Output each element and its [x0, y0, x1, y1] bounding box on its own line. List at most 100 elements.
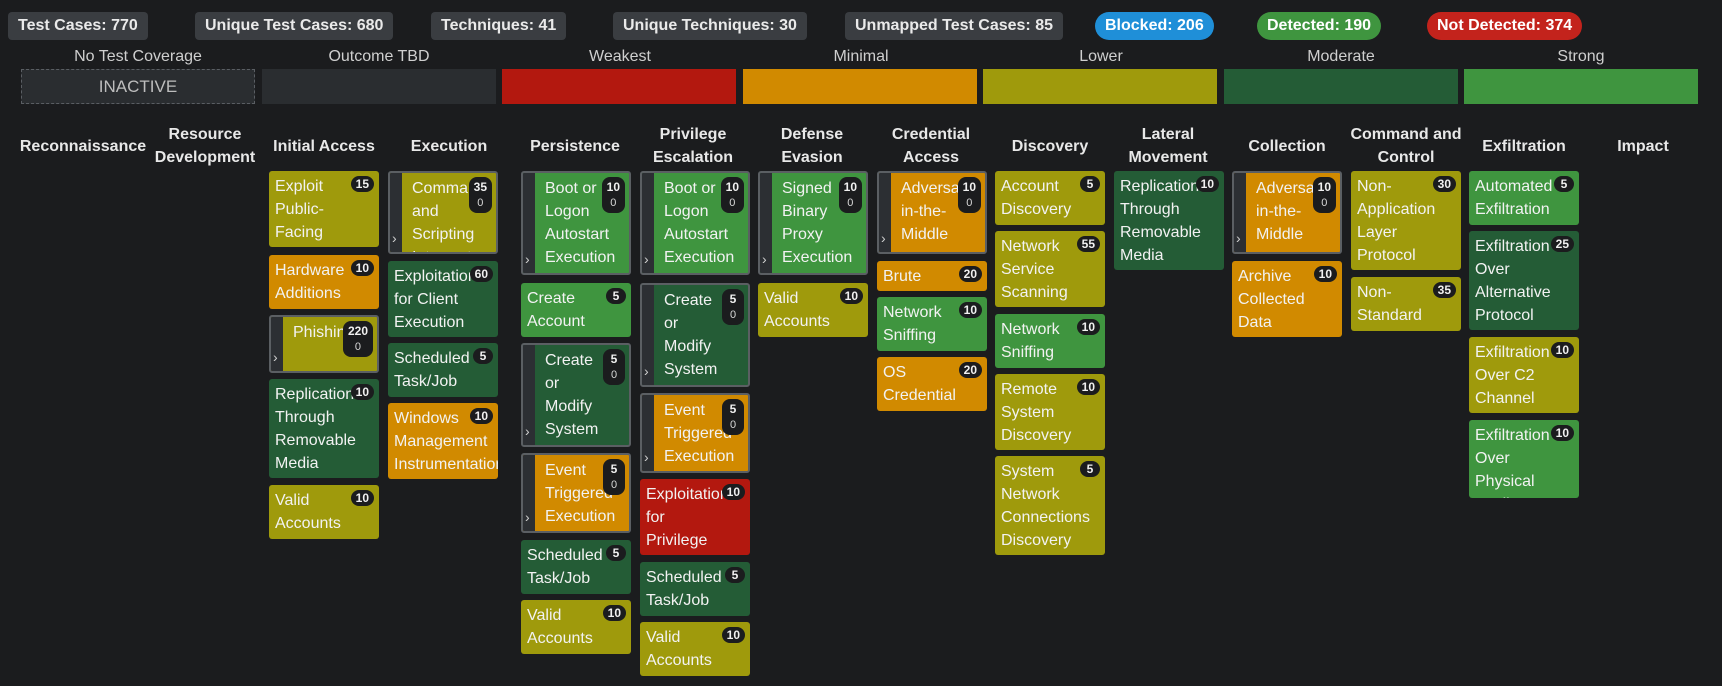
technique-name: Exploitation for Client Execution: [394, 268, 477, 331]
technique-name: Network Service Scanning: [1001, 238, 1068, 301]
legend-bar-outcome-tbd: [262, 69, 496, 104]
technique-name: Exfiltration Over Alternative Protocol: [1475, 238, 1551, 324]
technique-name: System Network Connections Discovery: [1001, 463, 1090, 549]
technique-card[interactable]: Archive Collected Data 10: [1232, 261, 1342, 337]
test-count-badge: 5: [606, 545, 626, 561]
stat-blocked[interactable]: Blocked: 206: [1095, 12, 1214, 40]
technique-card[interactable]: Account Discovery 5: [995, 171, 1105, 225]
technique-name: Exploitation for Privilege Escalation: [646, 486, 729, 555]
test-count-badge: 5: [1554, 176, 1574, 192]
technique-card[interactable]: Scheduled Task/Job 5: [388, 343, 498, 397]
technique-card-with-subtechniques[interactable]: › Create or Modify System Process 50: [640, 283, 750, 387]
technique-card[interactable]: Valid Accounts 10: [758, 283, 868, 337]
technique-card[interactable]: Network Sniffing 10: [995, 314, 1105, 368]
legend-label-weakest: Weakest: [502, 48, 738, 66]
test-count-badge: 10 0: [721, 177, 744, 213]
technique-card-with-subtechniques[interactable]: › Create or Modify System Process 50: [521, 343, 631, 447]
test-count-badge: 10: [1077, 379, 1100, 395]
technique-name: Brute Force: [883, 268, 924, 291]
chevron-right-icon[interactable]: ›: [642, 173, 654, 273]
legend-bar-moderate: [1224, 69, 1458, 104]
technique-card-with-subtechniques[interactable]: › Boot or Logon Autostart Execution 10 0: [521, 171, 631, 275]
technique-card[interactable]: Valid Accounts 10: [640, 622, 750, 676]
chevron-right-icon[interactable]: ›: [523, 455, 535, 531]
test-count-badge: 10 0: [958, 177, 981, 213]
stat-unmapped-test-cases: Unmapped Test Cases: 85: [845, 12, 1063, 40]
technique-card[interactable]: Exploit Public-Facing Application 15: [269, 171, 379, 247]
chevron-right-icon[interactable]: ›: [879, 173, 891, 252]
technique-name: Scheduled Task/Job: [527, 547, 603, 587]
technique-card[interactable]: Network Service Scanning 55: [995, 231, 1105, 307]
technique-card[interactable]: Network Sniffing 10: [877, 297, 987, 351]
technique-name: Create or Modify System Process: [664, 292, 722, 387]
technique-card[interactable]: Exfiltration Over Physical Medium 10: [1469, 420, 1579, 498]
technique-card-with-subtechniques[interactable]: › Boot or Logon Autostart Execution 10 0: [640, 171, 750, 275]
technique-card-with-subtechniques[interactable]: › Adversary-in-the-Middle 10 0: [1232, 171, 1342, 254]
chevron-right-icon[interactable]: ›: [642, 285, 654, 385]
technique-card[interactable]: System Network Connections Discovery 5: [995, 456, 1105, 555]
technique-name: Scheduled Task/Job: [646, 569, 722, 609]
technique-name: Replication Through Removable Media: [1120, 178, 1201, 264]
test-count-badge: 10: [603, 605, 626, 621]
test-count-badge: 10: [1077, 319, 1100, 335]
legend-bar-minimal: [743, 69, 977, 104]
tactic-resource-development: Resource Development: [149, 123, 261, 169]
technique-name: Network Sniffing: [883, 304, 942, 344]
technique-card[interactable]: Create Account 5: [521, 283, 631, 337]
chevron-right-icon[interactable]: ›: [523, 173, 535, 273]
technique-card[interactable]: Scheduled Task/Job 5: [640, 562, 750, 616]
technique-name: Automated Exfiltration: [1475, 178, 1552, 218]
technique-card[interactable]: Brute Force 20: [877, 261, 987, 291]
test-count-badge: 5: [725, 567, 745, 583]
technique-card-with-subtechniques[interactable]: › Command and Scripting Interpreter 350: [388, 171, 498, 254]
test-count-badge: 30: [1433, 176, 1456, 192]
chevron-right-icon[interactable]: ›: [523, 345, 535, 445]
technique-name: Remote System Discovery: [1001, 381, 1071, 444]
technique-card[interactable]: Exploitation for Client Execution 60: [388, 261, 498, 337]
tactic-lateral-movement: Lateral Movement: [1112, 123, 1224, 169]
stat-detected[interactable]: Detected: 190: [1257, 12, 1381, 40]
technique-card[interactable]: Exfiltration Over C2 Channel 10: [1469, 337, 1579, 413]
stat-unique-techniques: Unique Techniques: 30: [613, 12, 807, 40]
stats-bar: Test Cases: 770 Unique Test Cases: 680 T…: [8, 12, 1714, 40]
test-count-badge: 5: [1080, 176, 1100, 192]
technique-card-with-subtechniques[interactable]: › Adversary-in-the-Middle 10 0: [877, 171, 987, 254]
technique-card[interactable]: Valid Accounts 10: [269, 485, 379, 539]
technique-card[interactable]: Replication Through Removable Media 10: [269, 379, 379, 478]
technique-name: Exploit Public-Facing Application: [275, 178, 353, 247]
technique-card[interactable]: Windows Management Instrumentation 10: [388, 403, 498, 479]
chevron-right-icon[interactable]: ›: [390, 173, 402, 252]
legend-label-lower: Lower: [983, 48, 1219, 66]
technique-card[interactable]: Valid Accounts 10: [521, 600, 631, 654]
test-count-badge: 10 0: [839, 177, 862, 213]
test-count-badge: 10 0: [1313, 177, 1336, 213]
test-count-badge: 10: [470, 408, 493, 424]
technique-card[interactable]: Non-Standard Port 35: [1351, 277, 1461, 331]
technique-name: Valid Accounts: [646, 629, 712, 669]
chevron-right-icon[interactable]: ›: [1234, 173, 1246, 252]
tactic-collection: Collection: [1231, 123, 1343, 169]
chevron-right-icon[interactable]: ›: [760, 173, 772, 273]
technique-card[interactable]: Replication Through Removable Media 10: [1114, 171, 1224, 270]
chevron-right-icon[interactable]: ›: [642, 395, 654, 471]
technique-card[interactable]: OS Credential Dumping 20: [877, 357, 987, 411]
technique-card[interactable]: Non-Application Layer Protocol 30: [1351, 171, 1461, 270]
test-count-badge: 5: [606, 288, 626, 304]
technique-card[interactable]: Exploitation for Privilege Escalation 10: [640, 479, 750, 555]
technique-card[interactable]: Automated Exfiltration 5: [1469, 171, 1579, 225]
stat-not-detected[interactable]: Not Detected: 374: [1427, 12, 1582, 40]
technique-card[interactable]: Remote System Discovery 10: [995, 374, 1105, 450]
technique-card-with-subtechniques[interactable]: › Signed Binary Proxy Execution 10 0: [758, 171, 868, 275]
test-count-badge: 10: [1551, 342, 1574, 358]
technique-name: Create or Modify System Process: [545, 352, 603, 447]
technique-card[interactable]: Hardware Additions 10: [269, 255, 379, 309]
test-count-badge: 10: [722, 627, 745, 643]
tactic-defense-evasion: Defense Evasion: [756, 123, 868, 169]
chevron-right-icon[interactable]: ›: [271, 317, 283, 371]
test-count-badge: 10 0: [602, 177, 625, 213]
technique-card[interactable]: Exfiltration Over Alternative Protocol 2…: [1469, 231, 1579, 330]
technique-card[interactable]: Scheduled Task/Job 5: [521, 540, 631, 594]
technique-card-with-subtechniques[interactable]: › Phishing 220 0: [269, 315, 379, 373]
